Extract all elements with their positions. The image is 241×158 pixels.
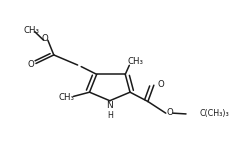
- Text: N: N: [107, 101, 113, 110]
- Text: CH₃: CH₃: [23, 26, 39, 35]
- Text: O: O: [41, 34, 48, 43]
- Text: O: O: [158, 80, 164, 89]
- Text: CH₃: CH₃: [58, 93, 74, 102]
- Text: O: O: [27, 60, 34, 69]
- Text: C(CH₃)₃: C(CH₃)₃: [200, 109, 230, 118]
- Text: CH₃: CH₃: [128, 57, 144, 66]
- Text: O: O: [167, 108, 174, 117]
- Text: H: H: [107, 111, 113, 120]
